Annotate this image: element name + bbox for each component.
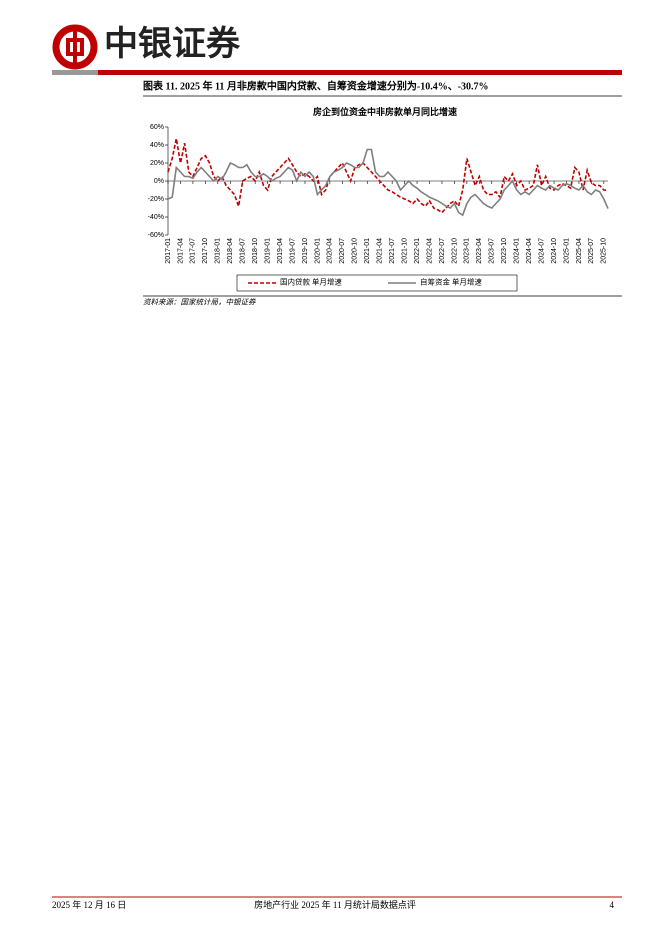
- x-tick-label: 2019-01: [264, 238, 271, 264]
- y-tick-label: -20%: [148, 196, 164, 203]
- series-line: [167, 138, 609, 214]
- footer-title: 房地产行业 2025 年 11 月统计局数据点评: [254, 899, 416, 910]
- x-tick-label: 2018-10: [252, 238, 259, 264]
- legend-box: [236, 274, 518, 292]
- footer-date: 2025 年 12 月 16 日: [52, 899, 126, 910]
- series-line: [167, 148, 609, 217]
- y-tick-label: 60%: [150, 124, 164, 131]
- x-tick-label: 2021-10: [401, 238, 408, 264]
- x-tick-label: 2021-04: [377, 238, 384, 264]
- x-tick-label: 2022-07: [439, 238, 446, 264]
- x-tick-label: 2024-07: [538, 238, 545, 264]
- x-tick-label: 2021-01: [364, 238, 371, 264]
- x-tick-label: 2023-07: [489, 238, 496, 264]
- x-tick-label: 2020-01: [314, 238, 321, 264]
- x-tick-label: 2018-01: [215, 238, 222, 264]
- x-tick-label: 2021-07: [389, 238, 396, 264]
- x-tick-label: 2018-07: [240, 238, 247, 264]
- x-tick-label: 2025-04: [576, 238, 583, 264]
- x-tick-label: 2024-10: [551, 238, 558, 264]
- x-tick-label: 2017-07: [190, 238, 197, 264]
- x-tick-label: 2017-04: [177, 238, 184, 264]
- header-bar: [52, 70, 98, 75]
- x-tick-label: 2025-07: [588, 238, 595, 264]
- header-bar: [98, 70, 622, 75]
- source: 资料来源：国家统计局，中银证券: [143, 298, 256, 307]
- chart-title: 房企到位资金中非房款单月同比增速: [313, 106, 457, 117]
- x-tick-label: 2019-10: [302, 238, 309, 264]
- page-number: 4: [610, 900, 615, 910]
- x-tick-label: 2020-04: [327, 238, 334, 264]
- x-tick-label: 2019-04: [277, 238, 284, 264]
- x-tick-label: 2017-10: [202, 238, 209, 264]
- y-tick-label: 0%: [154, 178, 164, 185]
- x-tick-label: 2018-04: [227, 238, 234, 264]
- y-tick-label: -60%: [148, 232, 164, 239]
- x-tick-label: 2025-10: [601, 238, 608, 264]
- x-tick-label: 2024-04: [526, 238, 533, 264]
- y-tick-label: 20%: [150, 160, 164, 167]
- x-tick-label: 2022-10: [451, 238, 458, 264]
- x-tick-label: 2022-04: [426, 238, 433, 264]
- x-tick-label: 2023-10: [501, 238, 508, 264]
- x-tick-label: 2020-07: [339, 238, 346, 264]
- legend-label: 国内贷款 单月增速: [280, 277, 342, 287]
- brand: 中银证券: [104, 25, 241, 63]
- caption: 图表 11. 2025 年 11 月非房款中国内贷款、自筹资金增速分别为-10.…: [143, 79, 489, 92]
- x-tick-label: 2023-04: [476, 238, 483, 264]
- y-tick-label: 40%: [150, 142, 164, 149]
- y-tick-label: -40%: [148, 214, 164, 221]
- legend-label: 自筹资金 单月增速: [420, 277, 482, 287]
- x-tick-label: 2017-01: [165, 238, 172, 264]
- x-tick-label: 2019-07: [289, 238, 296, 264]
- x-tick-label: 2024-01: [514, 238, 521, 264]
- x-tick-label: 2023-01: [464, 238, 471, 264]
- x-tick-label: 2020-10: [352, 238, 359, 264]
- chart: -60% -40% -20% 0% 20% 40% 60% 2017-01 2017-04 201…: [148, 124, 609, 292]
- x-tick-label: 2025-01: [563, 238, 570, 264]
- x-tick-label: 2022-01: [414, 238, 421, 264]
